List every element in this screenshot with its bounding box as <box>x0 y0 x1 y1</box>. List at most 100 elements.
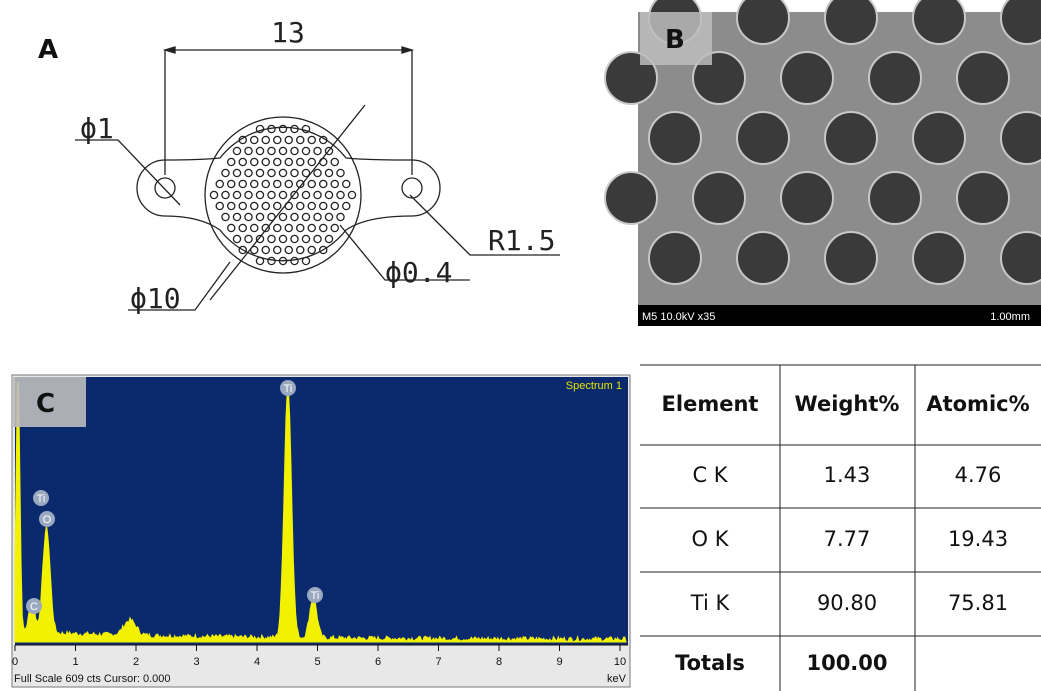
peak-label: O <box>43 514 52 526</box>
pore <box>256 257 263 264</box>
pore <box>268 235 275 242</box>
pore <box>262 158 269 165</box>
pore <box>251 180 258 187</box>
pore <box>325 235 332 242</box>
pore <box>314 191 321 198</box>
table-cell: 100.00 <box>806 651 887 675</box>
pore <box>228 158 235 165</box>
pore <box>274 224 281 231</box>
pore <box>228 180 235 187</box>
pore <box>285 158 292 165</box>
pore <box>268 169 275 176</box>
sem-hole <box>957 172 1009 224</box>
pore <box>233 235 240 242</box>
pore <box>245 147 252 154</box>
pore <box>314 169 321 176</box>
pore <box>337 213 344 220</box>
sem-hole <box>781 172 833 224</box>
pore <box>256 213 263 220</box>
pore <box>302 147 309 154</box>
table-header: Element <box>662 392 759 416</box>
sem-hole <box>869 52 921 104</box>
x-tick-label: 10 <box>614 656 626 668</box>
disk-diameter: ϕ10 <box>130 282 181 315</box>
pore <box>274 246 281 253</box>
table-cell: O K <box>692 527 730 551</box>
panel-b: M5 10.0kV x35 1.00mm B <box>605 0 1041 326</box>
sem-hole <box>693 172 745 224</box>
pore <box>279 147 286 154</box>
sem-hole <box>737 112 789 164</box>
sem-hole <box>737 0 789 44</box>
panel-label: C <box>36 389 55 419</box>
table-cell: 7.77 <box>824 527 871 551</box>
x-tick-label: 6 <box>375 656 381 668</box>
pore <box>233 147 240 154</box>
sem-hole <box>913 112 965 164</box>
radius: R1.5 <box>488 224 555 257</box>
table-header: Atomic% <box>926 392 1029 416</box>
table-cell: 1.43 <box>824 463 871 487</box>
pore <box>256 125 263 132</box>
scale-bar: 1.00mm <box>990 311 1030 323</box>
x-tick-label: 7 <box>435 656 441 668</box>
pore <box>222 213 229 220</box>
pore <box>222 169 229 176</box>
pore <box>256 147 263 154</box>
table-cell: 90.80 <box>817 591 877 615</box>
pore <box>308 224 315 231</box>
x-tick-label: 2 <box>133 656 139 668</box>
pore <box>245 169 252 176</box>
peak-label: C <box>30 601 38 613</box>
sem-hole <box>649 232 701 284</box>
table-cell: Ti K <box>690 591 731 615</box>
figure: A 13 ϕ1 R1.5 ϕ0.4 ϕ10 M5 10.0kV x35 1.00… <box>0 0 1041 691</box>
pore <box>279 213 286 220</box>
pore <box>308 202 315 209</box>
pore <box>331 202 338 209</box>
sem-hole <box>869 172 921 224</box>
table-cell: Totals <box>675 651 745 675</box>
x-tick-label: 4 <box>254 656 260 668</box>
pore <box>343 202 350 209</box>
pore <box>291 235 298 242</box>
pore <box>297 202 304 209</box>
panel-label: B <box>665 25 685 55</box>
pore <box>285 180 292 187</box>
pore <box>343 180 350 187</box>
pore <box>210 191 217 198</box>
pore <box>348 191 355 198</box>
pore <box>314 235 321 242</box>
pore <box>297 158 304 165</box>
pore <box>302 191 309 198</box>
x-tick-label: 8 <box>496 656 502 668</box>
pore <box>308 246 315 253</box>
pore <box>314 213 321 220</box>
pore <box>285 136 292 143</box>
pore <box>256 169 263 176</box>
pore <box>302 235 309 242</box>
table-header: Weight% <box>795 392 900 416</box>
pore <box>308 180 315 187</box>
pore <box>233 213 240 220</box>
pore <box>291 213 298 220</box>
pore <box>302 257 309 264</box>
pore <box>291 257 298 264</box>
pore <box>245 213 252 220</box>
pore <box>251 136 258 143</box>
pore <box>308 136 315 143</box>
peak-label: Ti <box>37 493 46 505</box>
x-tick-label: 9 <box>556 656 562 668</box>
pore <box>251 158 258 165</box>
pore <box>245 191 252 198</box>
pore <box>222 191 229 198</box>
dimension: 13 <box>271 16 305 49</box>
table-cell: C K <box>692 463 728 487</box>
x-tick-label: 1 <box>72 656 78 668</box>
pore <box>331 224 338 231</box>
pore <box>274 202 281 209</box>
pore <box>256 191 263 198</box>
pore <box>233 191 240 198</box>
table-cell: 75.81 <box>948 591 1008 615</box>
pore <box>279 169 286 176</box>
